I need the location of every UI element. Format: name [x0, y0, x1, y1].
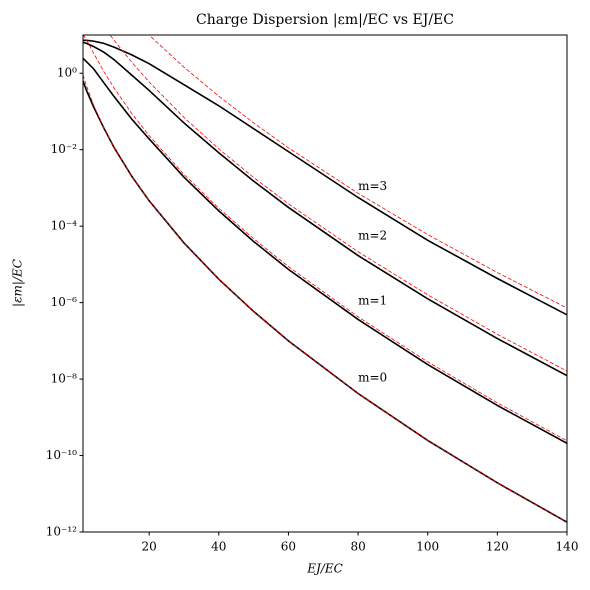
chart-title: Charge Dispersion |εm|/EC vs EJ/EC	[196, 12, 454, 28]
x-tick-label: 100	[416, 540, 439, 554]
annotation: m=2	[358, 229, 387, 243]
annotation: m=1	[358, 294, 387, 308]
data-line	[83, 35, 567, 442]
y-tick-label: 10⁻⁶	[51, 295, 78, 309]
y-axis-label: |εm|/EC	[11, 259, 25, 307]
annotation: m=3	[358, 179, 387, 193]
data-line	[83, 80, 567, 523]
x-tick-label: 140	[556, 540, 579, 554]
data-line	[83, 39, 567, 316]
y-tick-label: 10⁰	[57, 66, 77, 80]
data-line	[109, 35, 567, 372]
x-tick-label: 20	[142, 540, 157, 554]
y-tick-label: 10⁻²	[51, 142, 78, 156]
y-tick-label: 10⁻⁴	[51, 219, 78, 233]
x-tick-label: 60	[281, 540, 296, 554]
x-tick-label: 80	[350, 540, 365, 554]
y-tick-label: 10⁻¹⁰	[46, 448, 77, 462]
x-axis-label: EJ/EC	[306, 562, 343, 576]
data-line	[83, 57, 567, 445]
y-tick-label: 10⁻¹²	[46, 525, 77, 539]
x-tick-label: 40	[211, 540, 226, 554]
plot-frame	[82, 34, 568, 533]
x-tick-label: 120	[486, 540, 509, 554]
data-line	[148, 35, 567, 309]
y-tick-label: 10⁻⁸	[51, 372, 78, 386]
annotation: m=0	[358, 370, 387, 384]
data-line	[83, 41, 567, 377]
